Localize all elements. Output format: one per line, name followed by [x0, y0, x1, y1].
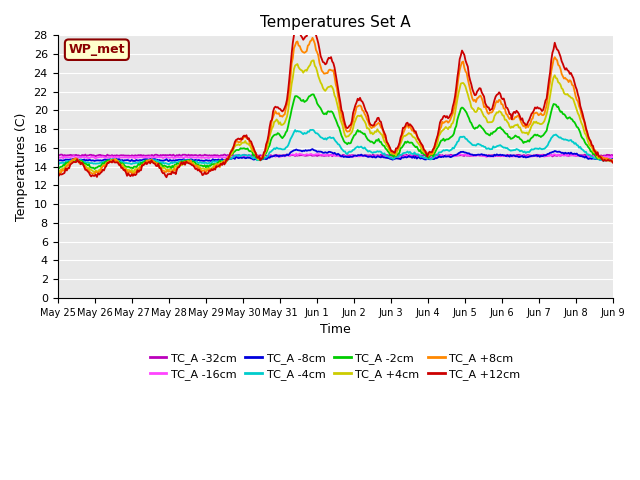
TC_A -4cm — [289, 132, 297, 138]
TC_A +12cm — [609, 160, 616, 166]
TC_A -32cm — [593, 152, 600, 157]
TC_A +12cm — [54, 174, 61, 180]
TC_A +8cm — [367, 124, 374, 130]
TC_A +8cm — [289, 55, 297, 61]
TC_A -2cm — [464, 113, 472, 119]
TC_A -32cm — [368, 154, 376, 159]
TC_A -4cm — [464, 138, 472, 144]
TC_A -32cm — [609, 152, 616, 158]
TC_A +12cm — [308, 20, 316, 26]
Line: TC_A -32cm: TC_A -32cm — [58, 155, 612, 156]
Line: TC_A +8cm: TC_A +8cm — [58, 38, 612, 175]
TC_A -8cm — [54, 158, 61, 164]
TC_A -4cm — [228, 156, 236, 162]
TC_A -16cm — [292, 151, 300, 156]
Title: Temperatures Set A: Temperatures Set A — [260, 15, 410, 30]
TC_A +4cm — [310, 58, 317, 63]
TC_A +4cm — [393, 149, 401, 155]
Y-axis label: Temperatures (C): Temperatures (C) — [15, 112, 28, 221]
TC_A -32cm — [559, 152, 566, 158]
TC_A +8cm — [308, 35, 316, 41]
TC_A +12cm — [367, 122, 374, 128]
TC_A -8cm — [464, 151, 472, 156]
TC_A -4cm — [609, 157, 616, 163]
TC_A +4cm — [289, 75, 297, 81]
TC_A +4cm — [464, 92, 472, 97]
TC_A -8cm — [560, 151, 568, 156]
TC_A +8cm — [228, 147, 236, 153]
TC_A -8cm — [289, 148, 297, 154]
TC_A -4cm — [54, 161, 61, 167]
TC_A -8cm — [165, 158, 173, 164]
Line: TC_A -16cm: TC_A -16cm — [58, 154, 612, 158]
TC_A +4cm — [54, 168, 61, 174]
Text: WP_met: WP_met — [68, 43, 125, 56]
TC_A -2cm — [393, 152, 401, 157]
TC_A +12cm — [393, 145, 401, 151]
TC_A +4cm — [609, 157, 616, 163]
TC_A -2cm — [91, 166, 99, 172]
TC_A +4cm — [367, 131, 374, 136]
TC_A +12cm — [289, 40, 297, 46]
TC_A -4cm — [165, 161, 173, 167]
TC_A +8cm — [54, 171, 61, 177]
TC_A -16cm — [464, 152, 472, 158]
TC_A -8cm — [393, 156, 401, 161]
Line: TC_A +4cm: TC_A +4cm — [58, 60, 612, 173]
TC_A -8cm — [228, 156, 236, 162]
Line: TC_A +12cm: TC_A +12cm — [58, 23, 612, 177]
TC_A -4cm — [308, 127, 316, 133]
TC_A -2cm — [228, 152, 236, 157]
TC_A -32cm — [392, 152, 400, 157]
TC_A -8cm — [609, 156, 616, 162]
TC_A +4cm — [228, 152, 236, 157]
TC_A +12cm — [464, 64, 472, 70]
TC_A -16cm — [609, 155, 616, 160]
TC_A +12cm — [228, 148, 236, 154]
TC_A -2cm — [560, 111, 568, 117]
TC_A -2cm — [308, 92, 316, 97]
TC_A -32cm — [54, 152, 61, 157]
TC_A +4cm — [560, 90, 568, 96]
TC_A -16cm — [560, 153, 568, 158]
Legend: TC_A -32cm, TC_A -16cm, TC_A -8cm, TC_A -4cm, TC_A -2cm, TC_A +4cm, TC_A +8cm, T: TC_A -32cm, TC_A -16cm, TC_A -8cm, TC_A … — [145, 348, 525, 384]
TC_A -2cm — [367, 139, 374, 144]
TC_A +8cm — [609, 157, 616, 163]
X-axis label: Time: Time — [320, 323, 351, 336]
TC_A -8cm — [308, 146, 316, 152]
TC_A -4cm — [367, 149, 374, 155]
Line: TC_A -2cm: TC_A -2cm — [58, 95, 612, 169]
TC_A +12cm — [560, 64, 568, 70]
TC_A -16cm — [60, 156, 67, 161]
TC_A -4cm — [560, 137, 568, 143]
TC_A +8cm — [55, 172, 63, 178]
TC_A -16cm — [367, 153, 374, 159]
TC_A -32cm — [227, 153, 234, 158]
TC_A -8cm — [367, 154, 374, 159]
TC_A +8cm — [560, 76, 568, 82]
TC_A -16cm — [393, 154, 401, 160]
TC_A -16cm — [289, 152, 297, 157]
TC_A +8cm — [464, 76, 472, 82]
TC_A -2cm — [289, 102, 297, 108]
TC_A -4cm — [393, 154, 401, 159]
Line: TC_A -8cm: TC_A -8cm — [58, 149, 612, 161]
TC_A -16cm — [228, 154, 236, 160]
Line: TC_A -4cm: TC_A -4cm — [58, 130, 612, 164]
TC_A -32cm — [364, 153, 372, 158]
TC_A +8cm — [393, 147, 401, 153]
TC_A -32cm — [288, 152, 296, 158]
TC_A -16cm — [54, 154, 61, 160]
TC_A -2cm — [54, 164, 61, 169]
TC_A +4cm — [129, 170, 137, 176]
TC_A +12cm — [163, 174, 170, 180]
TC_A -32cm — [463, 153, 470, 158]
TC_A -2cm — [609, 157, 616, 163]
